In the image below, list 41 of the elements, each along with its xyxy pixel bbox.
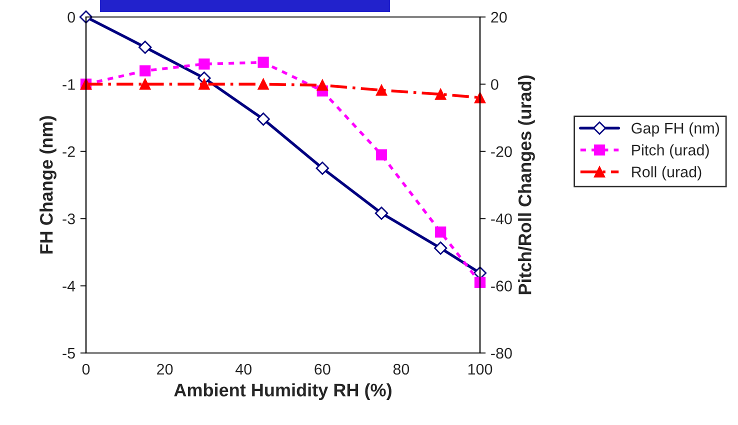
point bbox=[198, 78, 210, 90]
point bbox=[316, 80, 328, 91]
point bbox=[376, 84, 388, 96]
point bbox=[474, 276, 486, 288]
y-tick-label: 0 bbox=[68, 12, 75, 23]
x-axis-title: Ambient Humidity RH (%) bbox=[174, 383, 392, 400]
point bbox=[138, 40, 152, 54]
legend-label: Roll (urad) bbox=[632, 166, 702, 180]
y2-tick-label: -60 bbox=[491, 280, 512, 292]
point bbox=[256, 112, 270, 126]
point bbox=[140, 78, 151, 90]
point bbox=[140, 65, 151, 76]
y-tick-label: -3 bbox=[62, 213, 75, 224]
x-tick-label: 60 bbox=[314, 364, 330, 375]
legend-label: Pitch (urad) bbox=[632, 144, 709, 159]
legend-label: Gap FH (nm) bbox=[632, 122, 720, 137]
y2-axis-title: Pitch/Roll Changes (urad) bbox=[518, 76, 535, 294]
x-tick-label: 40 bbox=[235, 364, 252, 375]
y2-tick-label: 20 bbox=[491, 12, 507, 23]
point bbox=[198, 58, 210, 70]
y-tick-label: -1 bbox=[62, 79, 75, 90]
point bbox=[258, 78, 269, 90]
point bbox=[374, 206, 388, 220]
x-tick-label: 100 bbox=[468, 364, 492, 375]
point bbox=[434, 242, 448, 255]
y-tick-label: -5 bbox=[62, 348, 75, 359]
y-tick-label: -4 bbox=[62, 280, 76, 292]
point bbox=[316, 162, 329, 175]
x-tick-label: 0 bbox=[82, 364, 90, 375]
point bbox=[435, 88, 446, 100]
y2-tick-label: 0 bbox=[491, 79, 498, 90]
x-tick-label: 80 bbox=[393, 364, 410, 375]
x-tick-label: 20 bbox=[157, 364, 173, 375]
point bbox=[435, 226, 446, 238]
point bbox=[376, 149, 388, 160]
y-axis-title: FH Change (nm) bbox=[40, 116, 56, 254]
y2-tick-label: -80 bbox=[491, 348, 512, 359]
y2-tick-label: -20 bbox=[491, 146, 512, 158]
point bbox=[258, 56, 269, 68]
y2-tick-label: -40 bbox=[491, 213, 512, 224]
y-tick-label: -2 bbox=[62, 146, 75, 157]
